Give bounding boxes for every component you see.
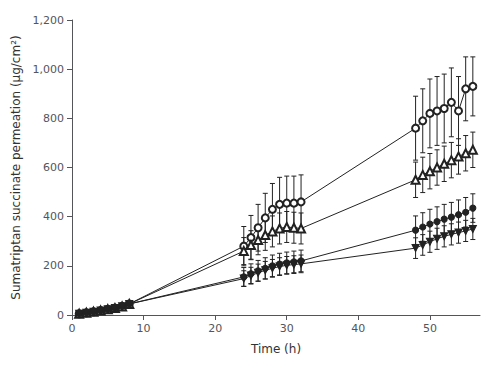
svg-text:600: 600	[43, 161, 64, 174]
svg-text:40: 40	[351, 322, 365, 335]
svg-text:30: 30	[280, 322, 294, 335]
svg-text:10: 10	[137, 322, 151, 335]
svg-text:50: 50	[423, 322, 437, 335]
svg-text:400: 400	[43, 210, 64, 223]
svg-text:0: 0	[69, 322, 76, 335]
svg-text:1,200: 1,200	[33, 14, 65, 27]
svg-text:0: 0	[57, 309, 64, 322]
svg-text:Time (h): Time (h)	[250, 342, 301, 356]
svg-text:Sumatriptan succinate permeati: Sumatriptan succinate permeation (μg/cm²…	[9, 35, 23, 299]
svg-text:200: 200	[43, 259, 64, 272]
svg-text:1,000: 1,000	[33, 63, 65, 76]
svg-text:800: 800	[43, 112, 64, 125]
svg-text:20: 20	[208, 322, 222, 335]
